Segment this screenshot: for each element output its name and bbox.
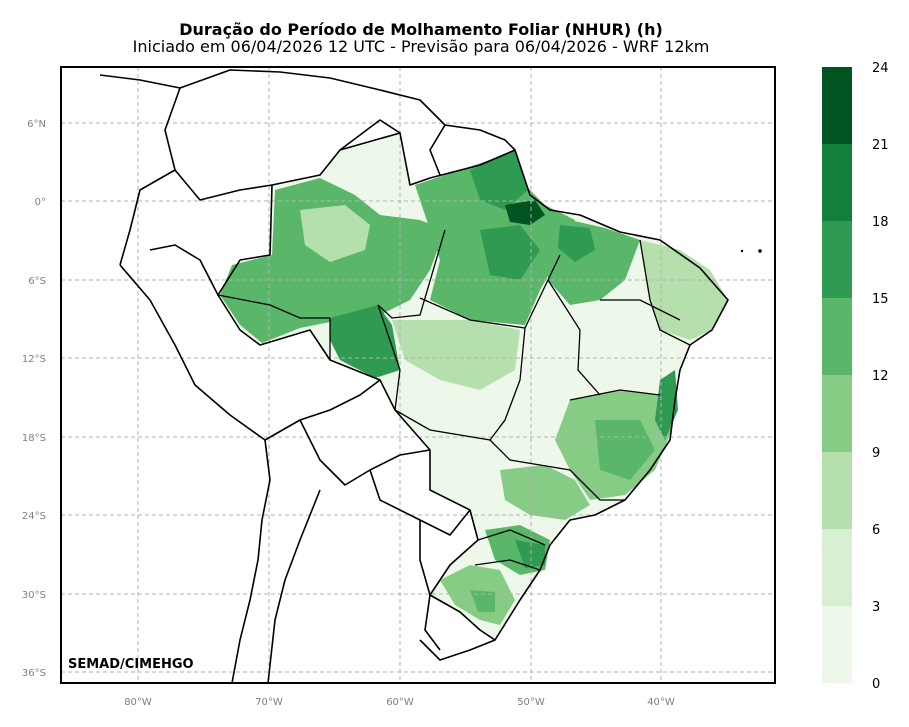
colorbar-label: 21 bbox=[872, 138, 889, 153]
lon-tick-label: 50°W bbox=[517, 697, 545, 708]
lon-tick-label: 70°W bbox=[255, 697, 283, 708]
colorbar-label: 12 bbox=[872, 369, 889, 384]
wet-patch-delta bbox=[505, 200, 545, 225]
colorbar-segment bbox=[822, 221, 852, 298]
map-frame bbox=[60, 66, 776, 684]
country-borders bbox=[99, 69, 729, 683]
lat-tick-label: 24°S bbox=[22, 511, 46, 522]
wet-patch-rs-dark bbox=[470, 590, 495, 612]
wet-patch-northeast bbox=[640, 240, 728, 340]
colorbar-label: 9 bbox=[872, 446, 881, 461]
colorbar-label: 24 bbox=[872, 61, 889, 76]
colorbar-label: 18 bbox=[872, 215, 889, 230]
colorbar-label: 3 bbox=[872, 600, 881, 615]
lat-tick-label: 12°S bbox=[22, 354, 46, 365]
credit-label: SEMAD/CIMEHGO bbox=[68, 657, 194, 672]
colorbar-segment bbox=[822, 606, 852, 683]
colorbar-label: 6 bbox=[872, 523, 881, 538]
wetness-field bbox=[220, 150, 728, 625]
lat-tick-label: 36°S bbox=[22, 668, 46, 679]
lon-tick-labels: 80°W 70°W 60°W 50°W 40°W bbox=[124, 697, 675, 708]
colorbar-segment bbox=[822, 298, 852, 375]
colorbar-segment bbox=[822, 67, 852, 144]
wet-patch-maranhao-dark bbox=[558, 225, 595, 262]
colorbar-segment bbox=[822, 144, 852, 221]
atlantic-islands bbox=[740, 249, 762, 253]
colorbar-segment bbox=[822, 452, 852, 529]
wet-patch-acre bbox=[330, 305, 400, 378]
colorbar-label: 15 bbox=[872, 292, 889, 307]
colorbar-label: 0 bbox=[872, 677, 881, 692]
lon-tick-label: 40°W bbox=[647, 697, 675, 708]
lat-tick-label: 18°S bbox=[22, 433, 46, 444]
wet-patch-amazonas-light bbox=[300, 205, 370, 262]
map-subtitle: Iniciado em 06/04/2026 12 UTC - Previsão… bbox=[132, 37, 710, 56]
wet-patch-southeast-dark bbox=[595, 420, 655, 480]
lon-tick-label: 80°W bbox=[124, 697, 152, 708]
lat-tick-label: 30°S bbox=[22, 590, 46, 601]
lat-tick-label: 6°N bbox=[27, 119, 46, 130]
lon-tick-label: 60°W bbox=[386, 697, 414, 708]
wet-patch-parana bbox=[500, 465, 590, 520]
colorbar-segment bbox=[822, 529, 852, 606]
wet-patch-amapa bbox=[470, 150, 528, 210]
lat-tick-labels: 6°N 0° 6°S 12°S 18°S 24°S 30°S 36°S bbox=[22, 119, 46, 679]
colorbar bbox=[822, 67, 852, 683]
map-title: Duração do Período de Molhamento Foliar … bbox=[179, 20, 663, 39]
lat-tick-label: 0° bbox=[35, 197, 46, 208]
wet-patch-mato-grosso-n bbox=[392, 320, 520, 390]
lat-tick-label: 6°S bbox=[28, 276, 46, 287]
wet-patch-para-dark bbox=[480, 225, 540, 280]
colorbar-segment bbox=[822, 375, 852, 452]
wet-patch-sc-dark bbox=[515, 540, 545, 568]
state-borders bbox=[217, 229, 691, 571]
